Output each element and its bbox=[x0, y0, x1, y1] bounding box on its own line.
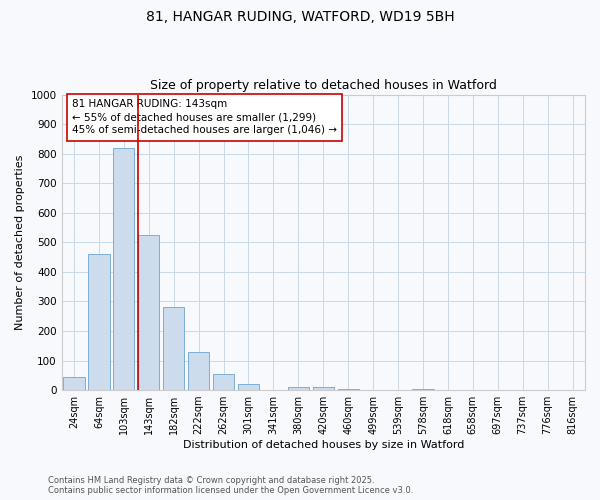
Title: Size of property relative to detached houses in Watford: Size of property relative to detached ho… bbox=[150, 79, 497, 92]
Bar bbox=[288, 387, 309, 390]
Text: 81, HANGAR RUDING, WATFORD, WD19 5BH: 81, HANGAR RUDING, WATFORD, WD19 5BH bbox=[146, 10, 454, 24]
Bar bbox=[313, 387, 334, 390]
Bar bbox=[138, 235, 160, 390]
Bar bbox=[238, 384, 259, 390]
Bar bbox=[338, 388, 359, 390]
Bar bbox=[163, 308, 184, 390]
X-axis label: Distribution of detached houses by size in Watford: Distribution of detached houses by size … bbox=[182, 440, 464, 450]
Bar bbox=[188, 352, 209, 390]
Bar bbox=[64, 377, 85, 390]
Text: 81 HANGAR RUDING: 143sqm
← 55% of detached houses are smaller (1,299)
45% of sem: 81 HANGAR RUDING: 143sqm ← 55% of detach… bbox=[72, 99, 337, 136]
Bar bbox=[113, 148, 134, 390]
Bar bbox=[213, 374, 234, 390]
Y-axis label: Number of detached properties: Number of detached properties bbox=[15, 154, 25, 330]
Text: Contains HM Land Registry data © Crown copyright and database right 2025.
Contai: Contains HM Land Registry data © Crown c… bbox=[48, 476, 413, 495]
Bar bbox=[88, 254, 110, 390]
